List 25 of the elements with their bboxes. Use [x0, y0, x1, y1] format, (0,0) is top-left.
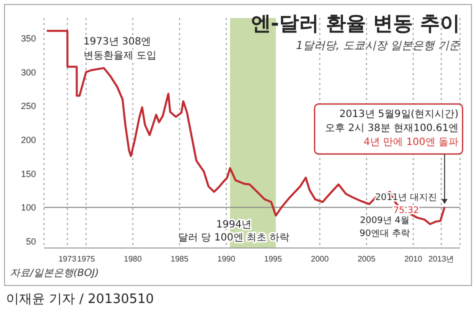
x-tick-label: 2013년 — [428, 254, 454, 264]
y-tick-label: 250 — [20, 101, 36, 112]
y-tick-label: 100 — [20, 202, 36, 213]
x-tick-label: 1975 — [77, 254, 96, 264]
x-tick-label: 2010 — [404, 254, 423, 264]
x-tick-label: 1973 — [58, 254, 77, 264]
x-tick-label: 2005 — [358, 254, 376, 264]
annotation: 1994년 달러 당 100엔 최초 하락 — [178, 220, 290, 244]
x-tick-label: 1990 — [217, 254, 236, 264]
annotation: 1973년 308엔 변동환율제 도입 — [83, 36, 157, 62]
chart-title: 엔-달러 환율 변동 추이 — [250, 10, 460, 37]
y-tick-label: 200 — [20, 134, 36, 145]
annotation: 2013년 5월9일(현지시간) 오후 2시 38분 현재100.61엔 4년 만에 100엔 돌파 — [324, 109, 459, 148]
text: 1달러당, 도쿄시장 일본은행 기준 — [296, 38, 460, 53]
x-tick-label: 1995 — [264, 254, 282, 264]
text: 이재윤 기자 / 20130510 — [6, 291, 154, 308]
x-tick-label: 2000 — [310, 254, 330, 264]
annotation: 2009년 4월 90엔대 추락 — [360, 216, 410, 239]
y-tick-label: 300 — [20, 67, 36, 78]
y-tick-label: 50 — [26, 236, 36, 246]
y-tick-label: 150 — [20, 168, 36, 179]
x-tick-label: 1985 — [170, 254, 189, 264]
y-tick-label: 350 — [20, 33, 36, 44]
text: 자료/일본은행(BOJ) — [10, 267, 99, 280]
x-tick-label: 1980 — [124, 254, 142, 264]
